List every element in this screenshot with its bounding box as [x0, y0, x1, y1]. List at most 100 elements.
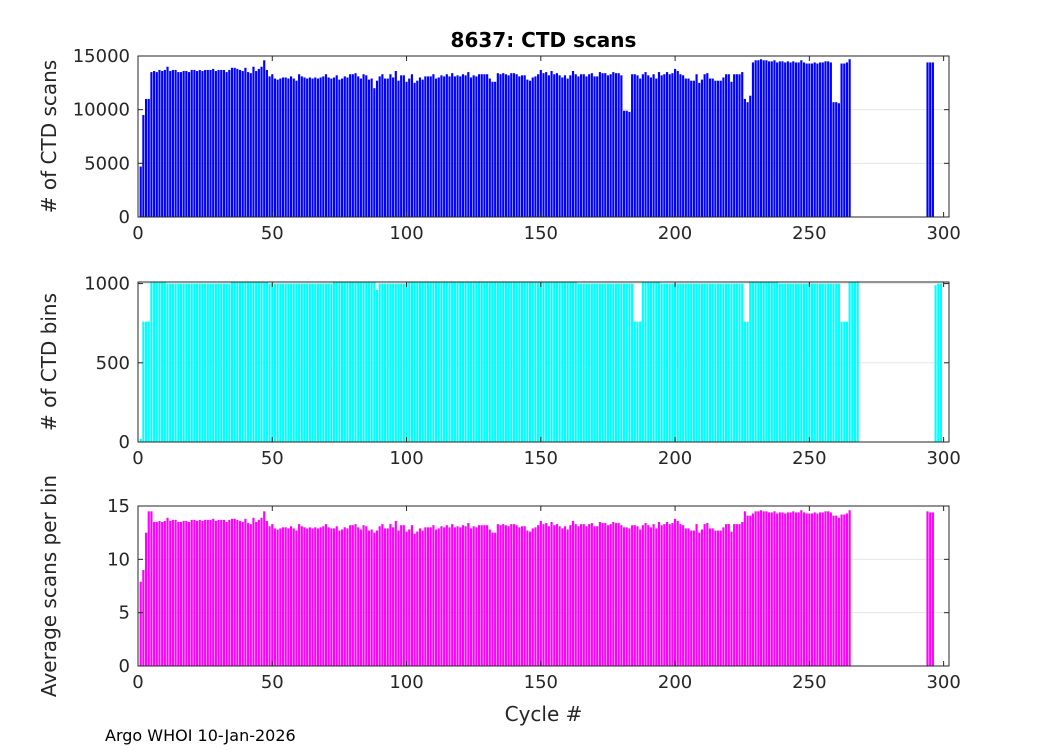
- bar-cycle-40: [244, 518, 247, 666]
- bar-cycle-126: [475, 282, 478, 442]
- bar-cycle-241: [784, 513, 787, 666]
- bar-cycle-189: [644, 72, 647, 217]
- bar-cycle-264: [845, 321, 849, 442]
- bar-cycle-187: [639, 321, 642, 442]
- bar-cycle-251: [810, 283, 814, 442]
- bar-cycle-182: [625, 110, 628, 217]
- bar-cycle-155: [553, 525, 556, 666]
- bar-cycle-17: [182, 283, 185, 442]
- bar-cycle-235: [768, 61, 771, 217]
- bar-cycle-54: [281, 283, 285, 442]
- bar-cycle-146: [528, 80, 532, 217]
- bar-cycle-225: [741, 522, 744, 666]
- bar-cycle-165: [580, 74, 583, 217]
- bar-cycle-103: [413, 282, 416, 442]
- bar-cycle-83: [359, 78, 362, 217]
- bar-cycle-242: [786, 61, 789, 217]
- x-tick-label: 250: [792, 223, 826, 244]
- bar-cycle-253: [816, 63, 819, 217]
- bar-cycle-2: [142, 570, 145, 666]
- bar-cycle-2: [142, 321, 145, 442]
- bar-cycle-131: [488, 529, 491, 666]
- bar-series: [139, 282, 943, 442]
- bar-cycle-223: [735, 283, 738, 442]
- bar-cycle-168: [588, 283, 591, 442]
- bar-cycle-137: [504, 282, 507, 442]
- bar-cycle-218: [722, 283, 725, 442]
- bar-cycle-63: [306, 78, 309, 217]
- bar-cycle-86: [367, 79, 371, 217]
- bar-cycle-258: [829, 62, 832, 217]
- bar-cycle-161: [569, 282, 572, 442]
- bar-cycle-81: [354, 73, 357, 217]
- bar-cycle-150: [539, 69, 542, 217]
- x-tick-label: 0: [132, 672, 143, 693]
- bar-cycle-218: [722, 77, 725, 217]
- bar-cycle-174: [604, 283, 607, 442]
- y-tick-label: 10000: [73, 100, 130, 121]
- bar-cycle-175: [606, 525, 610, 666]
- bar-cycle-84: [362, 282, 365, 442]
- bar-cycle-11: [166, 66, 169, 217]
- bar-cycle-28: [212, 518, 215, 666]
- bar-cycle-112: [437, 282, 440, 442]
- bar-cycle-48: [265, 282, 268, 442]
- bar-cycle-113: [440, 282, 443, 442]
- bar-cycle-4: [147, 321, 150, 442]
- bar-cycle-266: [851, 282, 854, 442]
- bar-cycle-181: [622, 283, 626, 442]
- bar-cycle-219: [725, 283, 728, 442]
- bar-cycle-180: [620, 283, 623, 442]
- bar-cycle-171: [596, 76, 599, 217]
- bar-cycle-254: [819, 62, 822, 217]
- bar-cycle-98: [400, 75, 403, 217]
- bar-cycle-164: [577, 283, 580, 442]
- bar-cycle-130: [486, 282, 489, 442]
- bar-cycle-186: [636, 526, 639, 666]
- y-tick-label: 15000: [73, 46, 130, 67]
- bar-cycle-163: [574, 524, 577, 666]
- bar-cycle-188: [641, 282, 644, 442]
- bar-cycle-101: [408, 529, 411, 666]
- bar-cycle-168: [588, 74, 591, 217]
- bar-cycle-69: [322, 526, 325, 666]
- bar-series: [139, 59, 934, 217]
- bar-cycle-179: [617, 523, 620, 666]
- bar-cycle-136: [502, 282, 505, 442]
- bar-cycle-258: [829, 512, 832, 666]
- bar-cycle-114: [443, 282, 446, 442]
- bar-cycle-145: [526, 282, 529, 442]
- bar-cycle-230: [754, 282, 757, 442]
- bar-cycle-65: [311, 283, 314, 442]
- bar-cycle-90: [378, 76, 381, 217]
- bar-cycle-234: [765, 60, 768, 217]
- bar-cycle-220: [727, 524, 730, 666]
- bar-cycle-31: [220, 519, 223, 666]
- bar-cycle-53: [279, 78, 282, 217]
- bar-cycle-295: [929, 512, 932, 666]
- bar-cycle-62: [303, 283, 306, 442]
- bar-cycle-11: [166, 283, 169, 442]
- bar-cycle-296: [931, 512, 934, 666]
- bar-cycle-171: [596, 283, 599, 442]
- bar-cycle-120: [459, 76, 462, 217]
- bar-cycle-154: [550, 522, 553, 666]
- bar-cycle-177: [612, 522, 615, 666]
- bar-cycle-15: [177, 72, 180, 217]
- bar-cycle-184: [631, 74, 634, 217]
- bar-cycle-193: [655, 78, 658, 217]
- bar-cycle-123: [467, 282, 470, 442]
- bar-cycle-163: [574, 282, 577, 442]
- bar-cycle-248: [802, 283, 806, 442]
- bar-cycle-185: [633, 74, 636, 217]
- bar-cycle-106: [421, 79, 424, 217]
- bar-cycle-113: [440, 526, 443, 666]
- bar-cycle-89: [375, 530, 379, 666]
- bar-cycle-203: [682, 283, 685, 442]
- bar-cycle-122: [464, 75, 467, 217]
- bar-cycle-183: [628, 283, 631, 442]
- bar-cycle-262: [840, 63, 843, 217]
- bar-cycle-172: [598, 283, 601, 442]
- bar-cycle-131: [488, 282, 491, 442]
- bar-cycle-3: [144, 532, 148, 666]
